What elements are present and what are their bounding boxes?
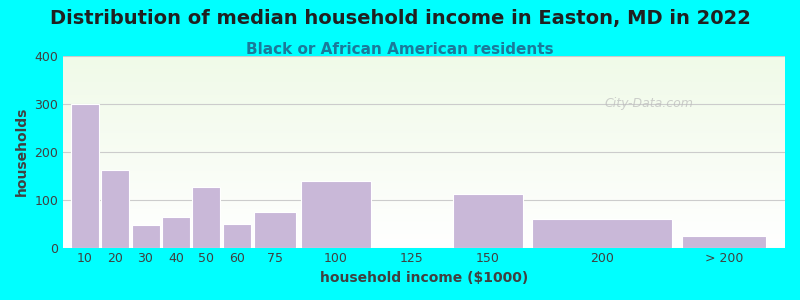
Text: City-Data.com: City-Data.com	[605, 98, 694, 110]
Bar	[301, 182, 371, 248]
Text: Black or African American residents: Black or African American residents	[246, 42, 554, 57]
Text: Distribution of median household income in Easton, MD in 2022: Distribution of median household income …	[50, 9, 750, 28]
X-axis label: household income ($1000): household income ($1000)	[320, 271, 528, 285]
Bar	[70, 104, 98, 248]
Bar	[223, 224, 251, 248]
Bar	[101, 169, 129, 247]
Bar	[682, 236, 766, 247]
Bar	[453, 194, 523, 248]
Bar	[254, 212, 296, 247]
Bar	[131, 225, 159, 247]
Bar	[532, 219, 672, 247]
Bar	[162, 218, 190, 248]
Y-axis label: households: households	[15, 107, 29, 196]
Bar	[193, 187, 221, 248]
